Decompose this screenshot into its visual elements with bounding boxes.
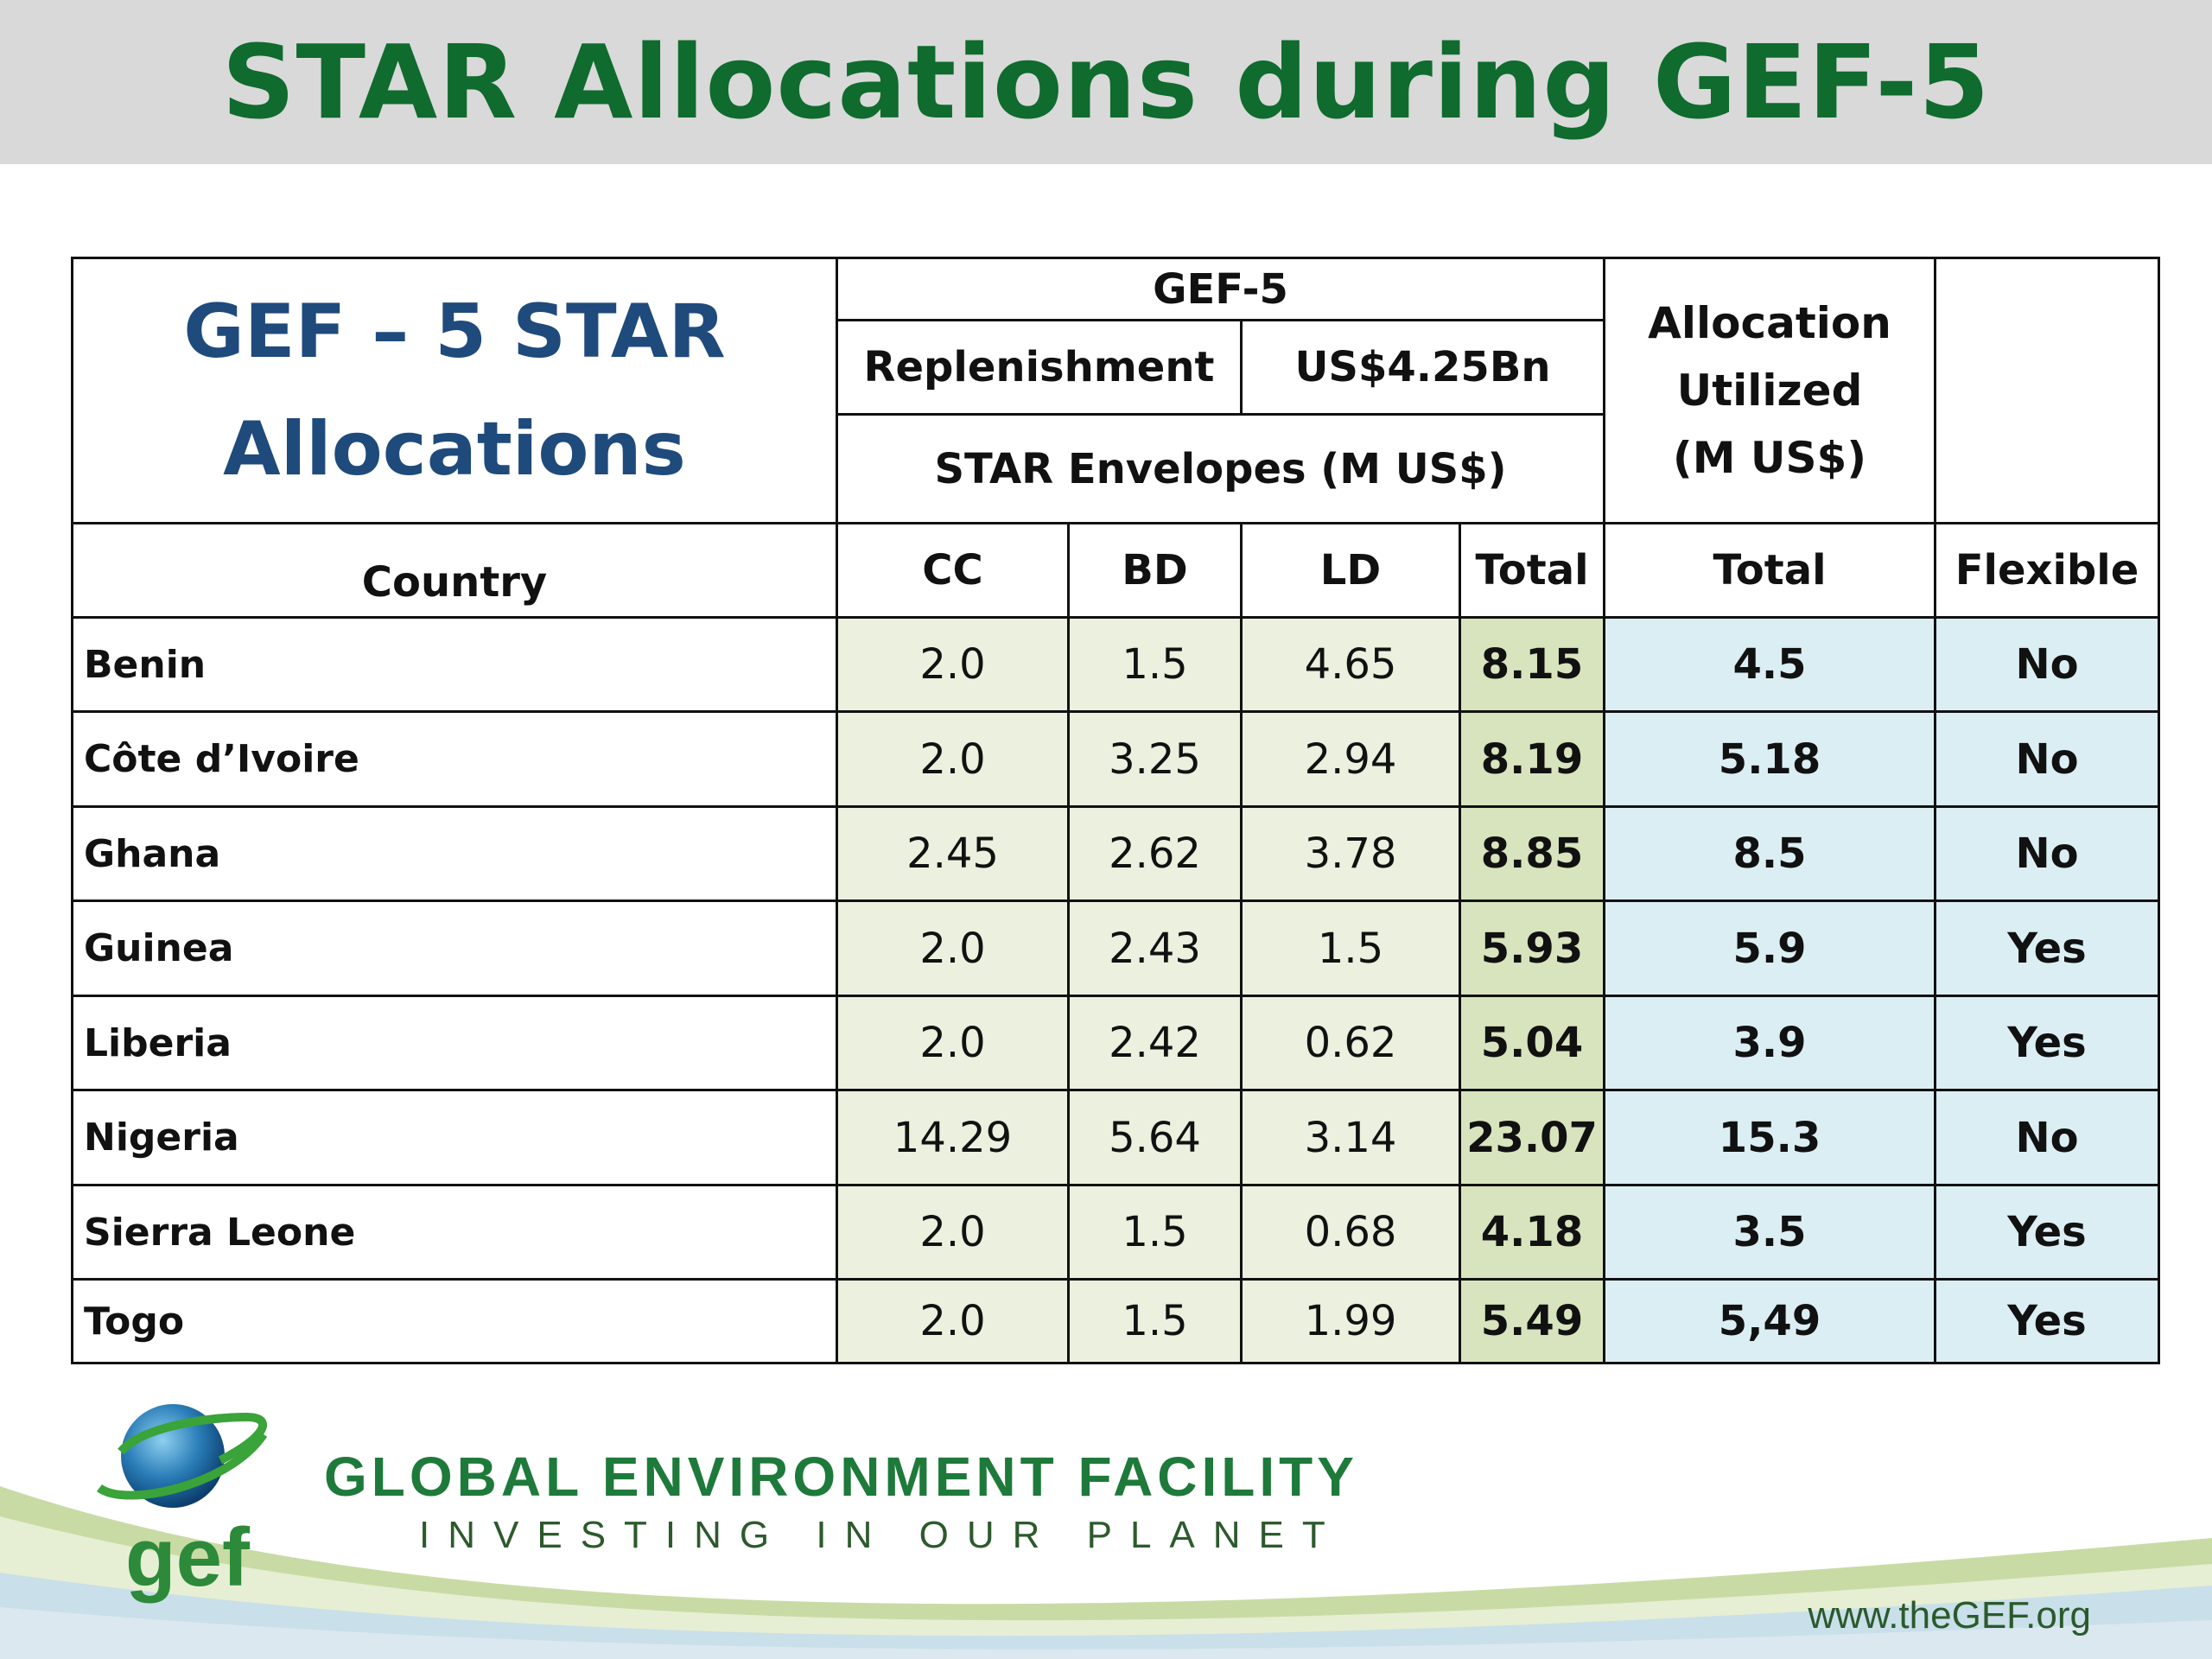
country-cell: Liberia xyxy=(71,994,838,1092)
envelope-total-cell: 8.19 xyxy=(1458,710,1606,808)
allocations-table: GEF – 5 STAR Allocations GEF-5 Allocatio… xyxy=(71,256,2161,1364)
title-bar xyxy=(0,0,2212,164)
table-row: Liberia 2.0 2.42 0.62 5.04 3.9 Yes xyxy=(71,994,2161,1092)
col-ld: LD xyxy=(1240,522,1461,619)
flexible-cell: No xyxy=(1934,615,2161,714)
flexible-cell: Yes xyxy=(1934,994,2161,1092)
allocation-utilized-cell: 3.9 xyxy=(1603,994,1937,1092)
country-cell: Guinea xyxy=(71,899,838,997)
ld-cell: 2.94 xyxy=(1240,710,1461,808)
cc-cell: 2.0 xyxy=(836,710,1070,808)
ld-cell: 3.78 xyxy=(1240,804,1461,903)
ld-cell: 1.5 xyxy=(1240,899,1461,997)
column-header-row: Country CC BD LD Total Total Flexible xyxy=(71,522,2161,619)
envelope-total-cell: 4.18 xyxy=(1458,1183,1606,1281)
footer-swoosh xyxy=(0,1486,2212,1659)
flexible-cell: Yes xyxy=(1934,1278,2161,1364)
col-flexible: Flexible xyxy=(1934,522,2161,619)
cc-cell: 14.29 xyxy=(836,1089,1070,1186)
corner-line-2: Allocations xyxy=(223,406,686,493)
table-corner-heading: GEF – 5 STAR Allocations xyxy=(71,256,838,525)
country-cell: Ghana xyxy=(71,804,838,903)
flexible-cell: No xyxy=(1934,1089,2161,1186)
bd-cell: 2.43 xyxy=(1067,899,1243,997)
envelope-total-cell: 5.04 xyxy=(1458,994,1606,1092)
bd-cell: 2.42 xyxy=(1067,994,1243,1092)
cc-cell: 2.0 xyxy=(836,615,1070,714)
org-tagline: INVESTING IN OUR PLANET xyxy=(419,1514,1344,1556)
table-row: Togo 2.0 1.5 1.99 5.49 5,49 Yes xyxy=(71,1278,2161,1364)
slide-title: STAR Allocations during GEF-5 xyxy=(221,22,1991,142)
bd-cell: 3.25 xyxy=(1067,710,1243,808)
header-row-3: STAR Envelopes (M US$) xyxy=(73,412,2159,525)
allocation-line-2: Utilized xyxy=(1676,365,1863,416)
table-row: Nigeria 14.29 5.64 3.14 23.07 15.3 No xyxy=(71,1089,2161,1186)
gef-logo-icon: gef xyxy=(96,1404,268,1604)
country-cell: Benin xyxy=(71,615,838,714)
flexible-cell: No xyxy=(1934,710,2161,808)
allocation-utilized-cell: 4.5 xyxy=(1603,615,1937,714)
cc-cell: 2.45 xyxy=(836,804,1070,903)
col-total: Total xyxy=(1458,522,1606,619)
bd-cell: 1.5 xyxy=(1067,1183,1243,1281)
flexible-cell: No xyxy=(1934,804,2161,903)
ld-cell: 1.99 xyxy=(1240,1278,1461,1364)
envelope-total-cell: 5.49 xyxy=(1458,1278,1606,1364)
table-row: Ghana 2.45 2.62 3.78 8.85 8.5 No xyxy=(71,804,2161,903)
allocation-utilized-cell: 3.5 xyxy=(1603,1183,1937,1281)
allocation-utilized-header: Allocation Utilized (M US$) xyxy=(1603,256,1937,525)
ld-cell: 0.62 xyxy=(1240,994,1461,1092)
replenishment-label: Replenishment xyxy=(836,319,1243,416)
cc-cell: 2.0 xyxy=(836,899,1070,997)
allocation-line-3: (M US$) xyxy=(1672,433,1867,484)
allocation-utilized-cell: 5.18 xyxy=(1603,710,1937,808)
ld-cell: 0.68 xyxy=(1240,1183,1461,1281)
table-row: Guinea 2.0 2.43 1.5 5.93 5.9 Yes xyxy=(71,899,2161,997)
bd-cell: 1.5 xyxy=(1067,1278,1243,1364)
cc-cell: 2.0 xyxy=(836,1278,1070,1364)
col-country: Country xyxy=(71,522,838,619)
star-envelopes-header: STAR Envelopes (M US$) xyxy=(835,412,1606,525)
country-cell: Sierra Leone xyxy=(71,1183,838,1281)
country-cell: Côte d’Ivoire xyxy=(71,710,838,808)
ld-cell: 4.65 xyxy=(1240,615,1461,714)
envelope-total-cell: 8.15 xyxy=(1458,615,1606,714)
ld-cell: 3.14 xyxy=(1240,1089,1461,1186)
cc-cell: 2.0 xyxy=(836,994,1070,1092)
allocation-utilized-cell: 15.3 xyxy=(1603,1089,1937,1186)
gef5-header: GEF-5 xyxy=(835,256,1606,322)
col-bd: BD xyxy=(1067,522,1243,619)
allocation-line-1: Allocation xyxy=(1648,298,1891,349)
replenishment-value: US$4.25Bn xyxy=(1239,319,1606,416)
allocation-utilized-cell: 8.5 xyxy=(1603,804,1937,903)
col-cc: CC xyxy=(836,522,1070,619)
table-row: Côte d’Ivoire 2.0 3.25 2.94 8.19 5.18 No xyxy=(71,710,2161,808)
flexible-cell: Yes xyxy=(1934,1183,2161,1281)
table-row: Sierra Leone 2.0 1.5 0.68 4.18 3.5 Yes xyxy=(71,1183,2161,1281)
cc-cell: 2.0 xyxy=(836,1183,1070,1281)
bd-cell: 5.64 xyxy=(1067,1089,1243,1186)
bd-cell: 2.62 xyxy=(1067,804,1243,903)
country-cell: Nigeria xyxy=(71,1089,838,1186)
envelope-total-cell: 8.85 xyxy=(1458,804,1606,903)
flexible-cell: Yes xyxy=(1934,899,2161,997)
blank-header-cell xyxy=(1934,256,2161,525)
website-link[interactable]: www.theGEF.org xyxy=(1808,1594,2091,1637)
corner-line-1: GEF – 5 STAR xyxy=(183,289,726,376)
col-allocation-total: Total xyxy=(1603,522,1937,619)
envelope-total-cell: 23.07 xyxy=(1458,1089,1606,1186)
country-cell: Togo xyxy=(71,1278,838,1364)
header-row-1: GEF – 5 STAR Allocations GEF-5 Allocatio… xyxy=(71,256,2161,525)
header-row-2: Replenishment US$4.25Bn xyxy=(73,319,2159,416)
allocation-utilized-cell: 5.9 xyxy=(1603,899,1937,997)
bd-cell: 1.5 xyxy=(1067,615,1243,714)
org-name: GLOBAL ENVIRONMENT FACILITY xyxy=(324,1446,1358,1508)
allocation-utilized-cell: 5,49 xyxy=(1603,1278,1937,1364)
envelope-total-cell: 5.93 xyxy=(1458,899,1606,997)
svg-text:gef: gef xyxy=(125,1511,251,1604)
table-row: Benin 2.0 1.5 4.65 8.15 4.5 No xyxy=(71,615,2161,714)
